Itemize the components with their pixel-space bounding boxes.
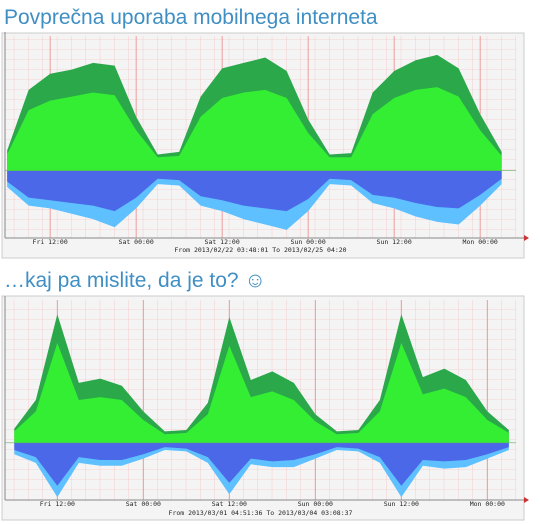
x-tick-label: Sun 00:00: [291, 238, 326, 246]
x-tick-label: Sat 12:00: [205, 238, 240, 246]
area-series: [7, 87, 502, 171]
x-tick-label: Sat 12:00: [212, 500, 247, 508]
x-tick-label: Sat 00:00: [126, 500, 161, 508]
area-series: [14, 342, 509, 443]
x-tick-label: Mon 00:00: [463, 238, 498, 246]
x-tick-label: Mon 00:00: [470, 500, 505, 508]
x-tick-label: Fri 12:00: [40, 500, 75, 508]
axis-arrow: [524, 497, 529, 503]
x-axis-label: From 2013/03/01 04:51:36 To 2013/03/04 0…: [169, 509, 353, 517]
x-tick-label: Sat 00:00: [119, 238, 154, 246]
chart-title: Povprečna uporaba mobilnega interneta: [4, 6, 378, 29]
x-tick-label: Sun 12:00: [377, 238, 412, 246]
axis-arrow: [524, 235, 529, 241]
chart-title: …kaj pa mislite, da je to? ☺: [4, 269, 266, 292]
x-axis-label: From 2013/02/22 03:48:01 To 2013/02/25 0…: [174, 246, 346, 254]
x-tick-label: Sun 12:00: [384, 500, 419, 508]
x-tick-label: Fri 12:00: [33, 238, 68, 246]
area-series: [14, 442, 509, 486]
x-tick-label: Sun 00:00: [298, 500, 333, 508]
area-series: [7, 170, 502, 212]
